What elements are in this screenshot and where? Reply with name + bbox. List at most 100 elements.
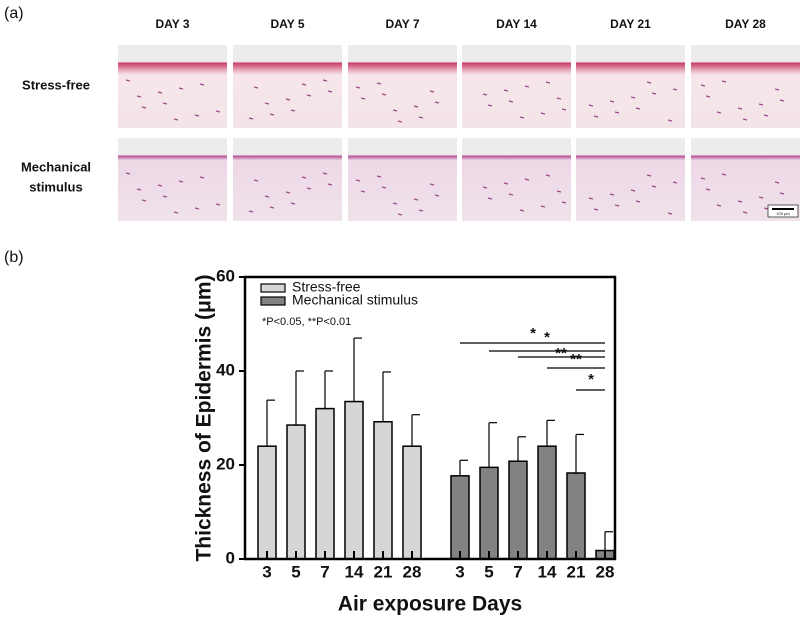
cell-nucleus xyxy=(327,183,333,186)
bar xyxy=(373,421,393,560)
x-tick-label: 14 xyxy=(345,562,364,581)
histology-image xyxy=(576,138,685,221)
bar xyxy=(537,445,557,560)
row-label: stimulus xyxy=(29,179,82,194)
panel-label: (a) xyxy=(4,5,24,22)
cell-nucleus xyxy=(248,117,254,120)
legend-label: Mechanical stimulus xyxy=(292,292,418,308)
cell-nucleus xyxy=(355,86,361,89)
cell-nucleus xyxy=(556,97,562,100)
cell-nucleus xyxy=(646,81,652,84)
x-axis-label: Air exposure Days xyxy=(338,593,522,616)
histology-image xyxy=(233,138,342,221)
y-axis-label: Thickness of Epidermis (μm) xyxy=(193,274,216,561)
cell-nucleus xyxy=(360,97,366,100)
cell-nucleus xyxy=(524,178,530,181)
cell-nucleus xyxy=(194,114,200,117)
cell-nucleus xyxy=(355,179,361,182)
cell-nucleus xyxy=(429,90,435,93)
x-tick-label: 28 xyxy=(596,562,615,581)
cell-nucleus xyxy=(758,103,764,106)
cell-nucleus xyxy=(519,116,525,119)
cell-nucleus xyxy=(125,79,131,82)
column-label: DAY 7 xyxy=(385,17,419,31)
histology-image xyxy=(348,45,457,128)
bar xyxy=(450,475,470,560)
column-label: DAY 21 xyxy=(610,17,651,31)
cell-nucleus xyxy=(545,174,551,177)
cell-nucleus xyxy=(716,111,722,114)
cell-nucleus xyxy=(742,118,748,121)
cell-nucleus xyxy=(392,202,398,205)
x-tick-label: 7 xyxy=(320,562,329,581)
cell-nucleus xyxy=(721,80,727,83)
cell-nucleus xyxy=(157,91,163,94)
cell-nucleus xyxy=(199,83,205,86)
cell-nucleus xyxy=(285,191,291,194)
significance-label: * xyxy=(588,371,594,388)
cell-nucleus xyxy=(540,112,546,115)
cell-nucleus xyxy=(290,202,296,205)
cell-nucleus xyxy=(178,180,184,183)
cell-nucleus xyxy=(418,209,424,212)
cell-nucleus xyxy=(609,100,615,103)
plot-frame xyxy=(243,275,617,561)
cell-nucleus xyxy=(614,111,620,114)
cell-nucleus xyxy=(705,95,711,98)
cell-nucleus xyxy=(413,198,419,201)
panel-label: (b) xyxy=(4,249,24,266)
cell-nucleus xyxy=(482,186,488,189)
cell-nucleus xyxy=(646,174,652,177)
cell-nucleus xyxy=(194,207,200,210)
cell-nucleus xyxy=(779,192,785,195)
histology-image xyxy=(118,45,227,128)
bar xyxy=(566,472,586,560)
cell-nucleus xyxy=(301,176,307,179)
cell-nucleus xyxy=(561,201,567,204)
cell-nucleus xyxy=(322,79,328,82)
cell-nucleus xyxy=(285,98,291,101)
cell-nucleus xyxy=(125,172,131,175)
cell-nucleus xyxy=(360,190,366,193)
bar xyxy=(344,400,364,560)
cell-nucleus xyxy=(545,81,551,84)
cell-nucleus xyxy=(141,199,147,202)
cell-nucleus xyxy=(667,212,673,215)
cell-nucleus xyxy=(434,194,440,197)
cell-nucleus xyxy=(199,176,205,179)
cell-nucleus xyxy=(630,189,636,192)
cell-nucleus xyxy=(614,204,620,207)
column-label: DAY 3 xyxy=(155,17,189,31)
x-tick-label: 7 xyxy=(513,562,522,581)
cell-nucleus xyxy=(593,115,599,118)
cell-nucleus xyxy=(397,213,403,216)
cell-nucleus xyxy=(392,109,398,112)
cell-nucleus xyxy=(508,100,514,103)
scale-bar-label: 100 μm xyxy=(776,211,790,216)
bar xyxy=(402,445,422,560)
histology-image xyxy=(576,45,685,128)
bar xyxy=(257,445,277,560)
cell-nucleus xyxy=(700,84,706,87)
cell-nucleus xyxy=(306,187,312,190)
cell-nucleus xyxy=(588,104,594,107)
column-label: DAY 28 xyxy=(725,17,766,31)
legend-swatch xyxy=(260,283,286,293)
cell-nucleus xyxy=(429,183,435,186)
cell-nucleus xyxy=(141,106,147,109)
cell-nucleus xyxy=(248,210,254,213)
cell-nucleus xyxy=(162,102,168,105)
x-tick-label: 5 xyxy=(291,562,300,581)
cell-nucleus xyxy=(503,89,509,92)
x-tick-label: 28 xyxy=(403,562,422,581)
x-tick-label: 3 xyxy=(262,562,271,581)
cell-nucleus xyxy=(413,105,419,108)
cell-nucleus xyxy=(157,184,163,187)
cell-nucleus xyxy=(651,92,657,95)
cell-nucleus xyxy=(269,113,275,116)
cell-nucleus xyxy=(487,197,493,200)
cell-nucleus xyxy=(774,88,780,91)
cell-nucleus xyxy=(253,179,259,182)
cell-nucleus xyxy=(672,88,678,91)
histology-image xyxy=(462,138,571,221)
